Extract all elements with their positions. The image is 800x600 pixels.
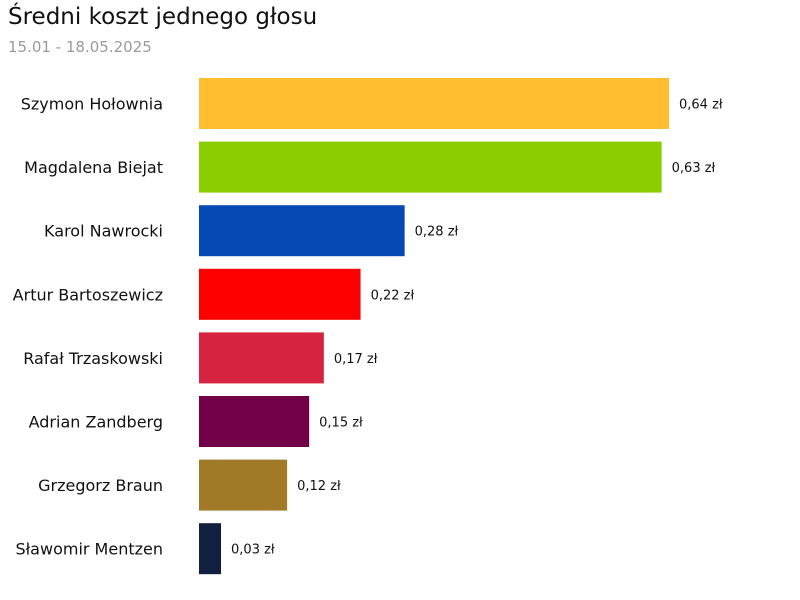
bar xyxy=(199,141,662,193)
value-label: 0,22 zł xyxy=(371,288,415,303)
category-label: Magdalena Biejat xyxy=(24,158,163,177)
bar xyxy=(199,332,324,384)
category-label: Adrian Zandberg xyxy=(29,413,163,432)
bar xyxy=(199,396,310,447)
bar xyxy=(199,523,222,575)
bar xyxy=(199,459,288,511)
value-label: 0,12 zł xyxy=(297,479,341,494)
category-label: Grzegorz Braun xyxy=(38,476,163,495)
category-label: Karol Nawrocki xyxy=(44,222,163,241)
category-label: Sławomir Mentzen xyxy=(15,540,163,559)
chart-subtitle: 15.01 - 18.05.2025 xyxy=(8,38,152,56)
category-label: Artur Bartoszewicz xyxy=(13,285,163,304)
bar xyxy=(199,268,361,320)
value-label: 0,28 zł xyxy=(415,225,459,240)
value-label: 0,63 zł xyxy=(672,161,716,176)
value-label: 0,15 zł xyxy=(319,416,363,431)
value-label: 0,03 zł xyxy=(231,543,275,558)
bar xyxy=(199,205,405,257)
bar xyxy=(199,78,669,129)
value-label: 0,17 zł xyxy=(334,352,378,367)
value-label: 0,64 zł xyxy=(679,98,723,113)
category-label: Rafał Trzaskowski xyxy=(23,349,163,368)
chart-title: Średni koszt jednego głosu xyxy=(8,4,318,30)
category-label: Szymon Hołownia xyxy=(21,95,163,114)
